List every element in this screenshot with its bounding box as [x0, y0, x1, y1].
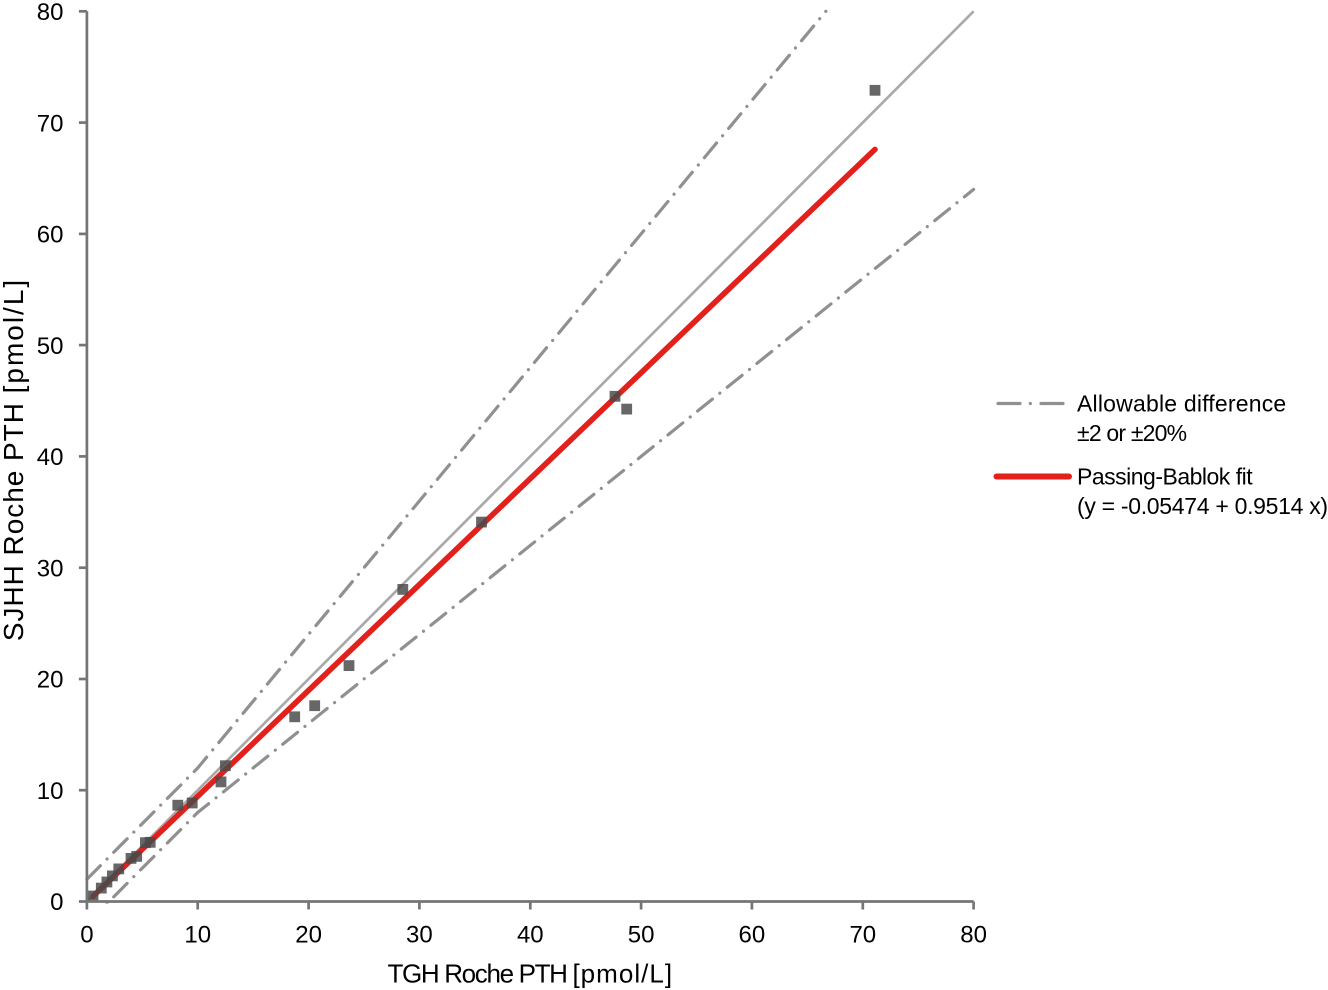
svg-text:60: 60 [739, 922, 766, 949]
svg-text:20: 20 [37, 667, 64, 694]
svg-text:70: 70 [37, 110, 64, 137]
svg-text:40: 40 [517, 922, 544, 949]
svg-text:0: 0 [80, 922, 93, 949]
svg-text:80: 80 [37, 0, 64, 26]
svg-text:0: 0 [50, 889, 63, 916]
svg-text:70: 70 [849, 922, 876, 949]
svg-text:(y = -0.05474 + 0.9514 x): (y = -0.05474 + 0.9514 x) [1077, 493, 1328, 519]
svg-text:40: 40 [37, 444, 64, 471]
svg-text:80: 80 [960, 922, 987, 949]
svg-text:±2 or ±20%: ±2 or ±20% [1077, 420, 1187, 446]
svg-text:Passing-Bablok fit: Passing-Bablok fit [1077, 464, 1253, 490]
svg-text:Allowable difference: Allowable difference [1077, 391, 1286, 417]
svg-text:10: 10 [184, 922, 211, 949]
svg-text:30: 30 [406, 922, 433, 949]
svg-text:60: 60 [37, 222, 64, 249]
svg-text:50: 50 [37, 333, 64, 360]
svg-text:30: 30 [37, 555, 64, 582]
svg-text:SJHH Roche PTH [pmol/L]: SJHH Roche PTH [pmol/L] [0, 278, 29, 641]
svg-text:TGH Roche PTH [pmol/L]: TGH Roche PTH [pmol/L] [387, 958, 673, 988]
svg-text:20: 20 [295, 922, 322, 949]
svg-text:50: 50 [628, 922, 655, 949]
svg-text:10: 10 [37, 778, 64, 805]
